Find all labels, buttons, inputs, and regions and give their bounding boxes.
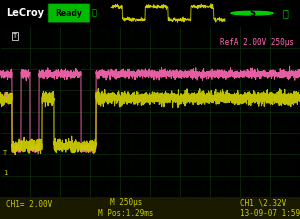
Text: 1: 1	[3, 170, 7, 176]
Text: T: T	[3, 150, 7, 156]
Circle shape	[231, 11, 273, 15]
Text: LeCroy: LeCroy	[6, 8, 44, 18]
Text: S: S	[249, 9, 255, 18]
Text: 13-09-07 1:59:08: 13-09-07 1:59:08	[240, 209, 300, 218]
FancyBboxPatch shape	[48, 4, 90, 23]
Text: T: T	[13, 33, 17, 39]
Text: CH1= 2.00V: CH1= 2.00V	[6, 200, 52, 209]
Text: M Pos:1.29ms: M Pos:1.29ms	[98, 209, 154, 218]
Text: Ready: Ready	[56, 9, 82, 18]
Text: RefA 2.00V 250μs: RefA 2.00V 250μs	[220, 38, 294, 47]
Text: M 250μs: M 250μs	[110, 198, 142, 207]
Text: 🌐: 🌐	[282, 8, 288, 18]
Text: A: A	[3, 92, 7, 98]
Text: 🔓: 🔓	[92, 9, 97, 18]
Text: CH1 \2.32V: CH1 \2.32V	[240, 198, 286, 207]
